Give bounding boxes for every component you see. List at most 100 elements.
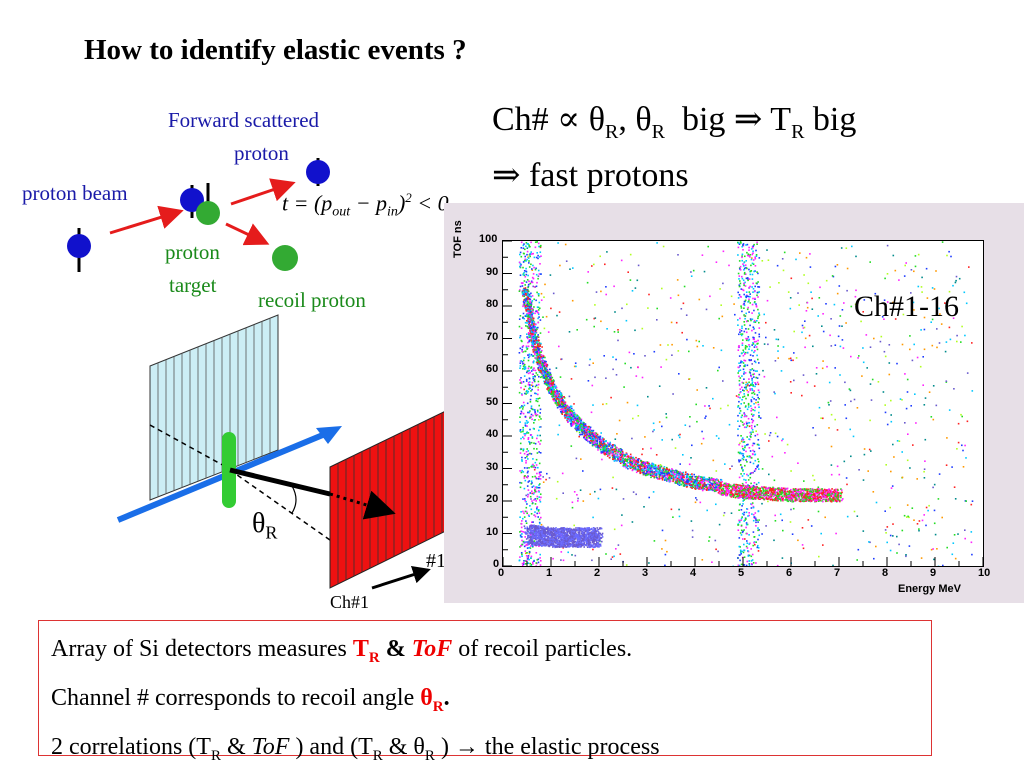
band-point xyxy=(740,296,742,298)
band-point xyxy=(743,283,745,285)
noise-point xyxy=(705,416,707,418)
band-point xyxy=(743,544,745,546)
data-point xyxy=(624,464,626,466)
band-point xyxy=(758,482,760,484)
noise-point xyxy=(580,489,582,491)
band-point xyxy=(521,540,523,542)
noise-point xyxy=(828,402,830,404)
noise-point xyxy=(890,471,892,473)
band-point xyxy=(754,386,756,388)
data-point xyxy=(526,320,528,322)
noise-point xyxy=(612,556,614,558)
band-point xyxy=(739,392,741,394)
data-point xyxy=(523,296,525,298)
band-point xyxy=(756,346,758,348)
data-point xyxy=(534,349,536,351)
noise-point xyxy=(914,393,916,395)
band-point xyxy=(533,466,535,468)
band-point xyxy=(737,428,739,430)
band-point xyxy=(748,249,750,251)
noise-point xyxy=(839,374,841,376)
band-point xyxy=(739,408,741,410)
data-point xyxy=(539,357,541,359)
data-point xyxy=(671,475,673,477)
data-point xyxy=(626,460,628,462)
data-point xyxy=(555,402,557,404)
band-point xyxy=(740,388,742,390)
noise-point xyxy=(549,477,551,479)
noise-point xyxy=(752,472,754,474)
band-point xyxy=(535,300,537,302)
noise-point xyxy=(572,267,574,269)
band-point xyxy=(754,341,756,343)
noise-point xyxy=(663,246,665,248)
data-point xyxy=(550,385,552,387)
band-point xyxy=(532,521,534,523)
data-point xyxy=(613,458,615,460)
noise-point xyxy=(575,366,577,368)
noise-point xyxy=(909,545,911,547)
noise-point xyxy=(763,314,765,316)
noise-point xyxy=(812,427,814,429)
noise-point xyxy=(934,523,936,525)
noise-point xyxy=(792,360,794,362)
noise-point xyxy=(612,487,614,489)
data-point xyxy=(538,370,540,372)
band-point xyxy=(747,307,749,309)
band-point xyxy=(744,512,746,514)
noise-point xyxy=(925,439,927,441)
band-point xyxy=(741,518,743,520)
noise-point xyxy=(952,285,954,287)
recoil-arrow xyxy=(226,224,264,242)
noise-point xyxy=(832,275,834,277)
noise-point xyxy=(664,565,666,566)
band-point xyxy=(533,306,535,308)
band-point xyxy=(748,269,750,271)
band-point xyxy=(527,477,529,479)
band-point xyxy=(737,372,739,374)
band-point xyxy=(539,487,541,489)
data-point xyxy=(693,474,695,476)
data-point xyxy=(641,464,643,466)
band-point xyxy=(521,482,523,484)
noise-point xyxy=(557,481,559,483)
band-point xyxy=(748,311,750,313)
band-point xyxy=(747,365,749,367)
band-point xyxy=(748,403,750,405)
band-point xyxy=(523,449,525,451)
data-point xyxy=(646,474,648,476)
band-point xyxy=(523,248,525,250)
data-point xyxy=(545,369,547,371)
data-point xyxy=(663,468,665,470)
header-conclusion: ⇒ fast protons xyxy=(492,156,689,196)
noise-point xyxy=(706,510,708,512)
band-point xyxy=(536,552,538,554)
band-point xyxy=(752,431,754,433)
band-point xyxy=(525,268,527,270)
data-point xyxy=(685,479,687,481)
band-point xyxy=(531,405,533,407)
data-point xyxy=(572,415,574,417)
noise-point xyxy=(621,308,623,310)
band-point xyxy=(755,460,757,462)
noise-point xyxy=(890,414,892,416)
noise-point xyxy=(782,258,784,260)
noise-point xyxy=(889,362,891,364)
band-point xyxy=(756,282,758,284)
band-point xyxy=(528,281,530,283)
noise-point xyxy=(760,417,762,419)
band-point xyxy=(530,416,532,418)
band-point xyxy=(524,488,526,490)
data-point xyxy=(650,471,652,473)
band-point xyxy=(525,276,527,278)
noise-point xyxy=(594,304,596,306)
band-point xyxy=(747,550,749,552)
noise-point xyxy=(749,426,751,428)
data-point xyxy=(652,463,654,465)
data-point xyxy=(683,479,685,481)
band-point xyxy=(537,506,539,508)
data-point xyxy=(536,341,538,343)
noise-point xyxy=(713,460,715,462)
band-point xyxy=(748,247,750,249)
band-point xyxy=(745,388,747,390)
